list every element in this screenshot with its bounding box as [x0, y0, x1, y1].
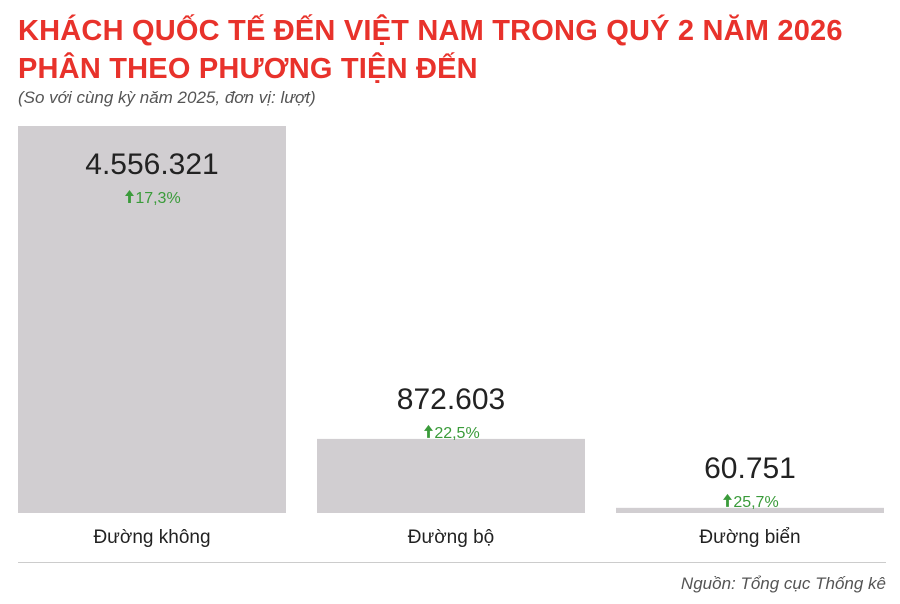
up-arrow-icon-2: [723, 493, 732, 507]
chart-subtitle: (So với cùng kỳ năm 2025, đơn vị: lượt): [18, 88, 316, 107]
bar-1: [317, 438, 585, 513]
bar-0: [18, 126, 286, 513]
change-label-1: 22,5%: [434, 425, 479, 442]
category-label-1: Đường bộ: [408, 527, 494, 548]
value-label-2: 60.751: [704, 452, 796, 485]
category-label-0: Đường không: [93, 527, 210, 548]
chart-title: KHÁCH QUỐC TẾ ĐẾN VIỆT NAM TRONG QUÝ 2 N…: [18, 12, 878, 88]
change-label-2: 25,7%: [733, 494, 778, 511]
value-label-0: 4.556.321: [85, 148, 218, 181]
source-note: Nguồn: Tổng cục Thống kê: [680, 574, 886, 593]
up-arrow-icon-0: [125, 190, 134, 203]
category-label-2: Đường biển: [699, 527, 800, 548]
change-label-0: 17,3%: [135, 190, 180, 207]
value-label-1: 872.603: [397, 383, 505, 416]
chart-title-line2: PHÂN THEO PHƯƠNG TIỆN ĐẾN: [18, 53, 478, 85]
chart-title-line1: KHÁCH QUỐC TẾ ĐẾN VIỆT NAM TRONG QUÝ 2 N…: [18, 15, 843, 47]
footer-divider: [18, 562, 886, 563]
bar-2: [616, 507, 884, 513]
up-arrow-icon-1: [424, 424, 433, 438]
